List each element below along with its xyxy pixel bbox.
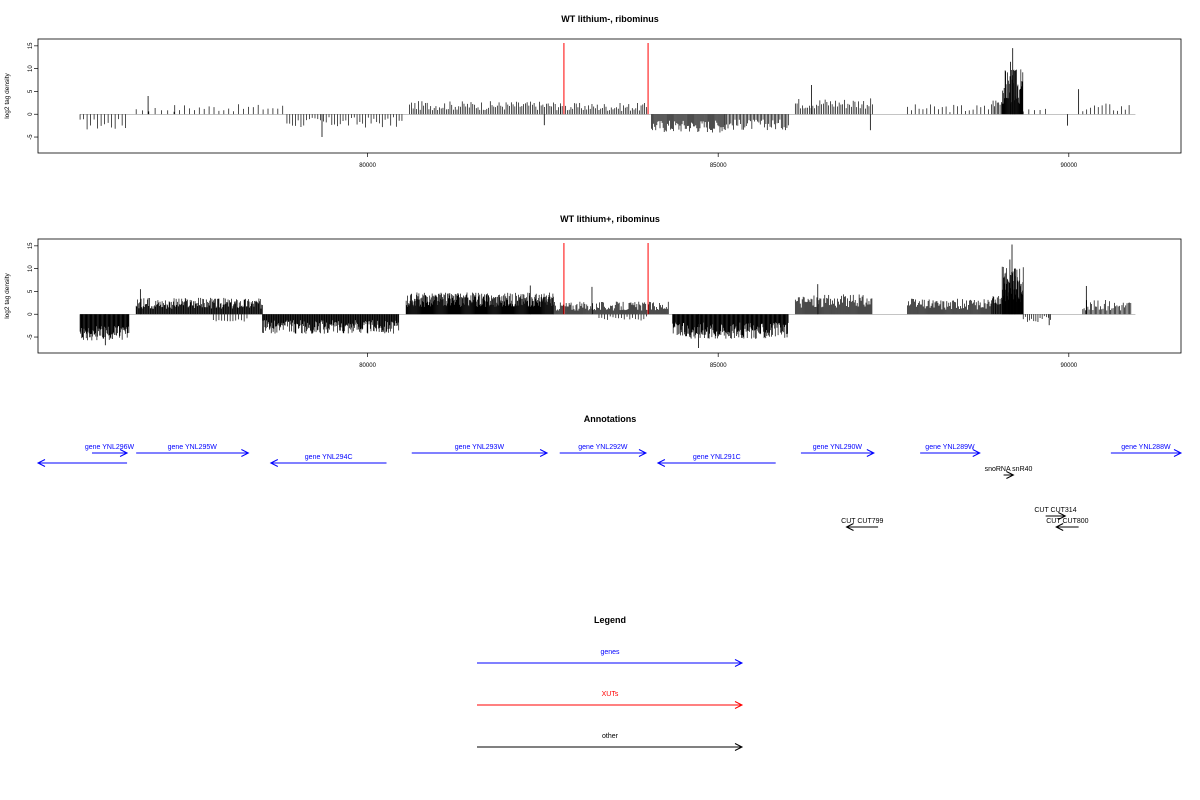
plot-frame [37,38,1182,154]
feature-label: gene YNL294C [305,454,353,461]
feature-label: gene YNL288W [1121,444,1171,451]
feature-arrowhead [241,449,250,457]
x-tick-label: 85000 [710,163,727,169]
x-tick-label: 90000 [1060,163,1077,169]
feature-arrowhead [119,449,129,457]
y-axis-label: log2 tag density [4,272,11,318]
y-tick-label: 10 [28,65,34,72]
legend-arrowhead [734,701,744,709]
y-tick-label: 5 [28,89,34,93]
annotations-title: Annotations [584,414,637,424]
y-tick-label: 0 [28,312,34,316]
feature-label: CUT CUT799 [841,518,883,525]
feature-label: gene YNL289W [925,444,975,451]
y-axis-label: log2 tag density [4,72,11,118]
feature-arrowhead [1006,471,1015,479]
legend-label: XUTs [602,691,619,698]
feature-arrowhead [866,449,875,457]
y-tick-label: 5 [28,289,34,293]
legend-label: genes [600,649,620,656]
x-tick-label: 80000 [359,163,376,169]
chart-title: WT lithium+, ribominus [560,214,660,224]
track-bars [79,243,1136,348]
feature-label: gene YNL293W [455,444,505,451]
legend-label: other [602,733,619,740]
feature-label: CUT CUT800 [1046,518,1088,525]
feature-arrowhead [845,523,854,531]
legend-entries: genes XUTs other [477,649,744,751]
y-tick-label: 15 [28,242,34,249]
x-tick-label: 80000 [359,363,376,369]
feature-label: gene YNL290W [813,444,863,451]
feature-arrowhead [539,449,549,457]
chart-panel-lithium-plus: WT lithium+, ribominus -5 0 5 10 15 80000 8500… [4,214,1182,369]
y-tick-label: -5 [28,134,34,140]
feature-label: gene YNL296W [85,444,135,451]
annotations-track: Annotations gene YNL296W gene YNL295Wgene… [36,414,1183,531]
feature-arrowhead [656,459,666,467]
axes: -5 0 5 10 15 80000 85000 90000 [28,242,1078,369]
feature-label: CUT CUT314 [1034,507,1076,514]
legend-arrowhead [734,743,744,751]
feature-arrowhead [269,459,279,467]
feature-arrowhead [1173,449,1183,457]
y-tick-label: -5 [28,334,34,340]
y-tick-label: 10 [28,265,34,272]
feature-arrowhead [36,459,46,467]
feature-arrowhead [1055,523,1064,531]
chart-title: WT lithium-, ribominus [561,14,659,24]
x-tick-label: 90000 [1060,363,1077,369]
y-tick-label: 15 [28,42,34,49]
feature-label: gene YNL292W [578,444,628,451]
legend: Legend genes XUTs other [477,615,744,751]
x-tick-label: 85000 [710,363,727,369]
y-tick-label: 0 [28,112,34,116]
feature-label: gene YNL291C [693,454,741,461]
feature-arrows: gene YNL296W gene YNL295W gene YNL294C gene… [36,444,1183,531]
axes: -5 0 5 10 15 80000 85000 90000 [28,42,1078,169]
feature-arrowhead [972,449,981,457]
plot-frame [37,238,1182,354]
feature-arrowhead [1058,512,1067,520]
track-bars [79,43,1136,138]
legend-title: Legend [594,615,626,625]
feature-label: snoRNA snR40 [985,466,1033,473]
legend-arrowhead [734,659,744,667]
feature-arrowhead [638,449,648,457]
feature-label: gene YNL295W [168,444,218,451]
chart-panel-lithium-minus: WT lithium-, ribominus -5 0 5 10 15 80000 8500… [4,14,1182,169]
